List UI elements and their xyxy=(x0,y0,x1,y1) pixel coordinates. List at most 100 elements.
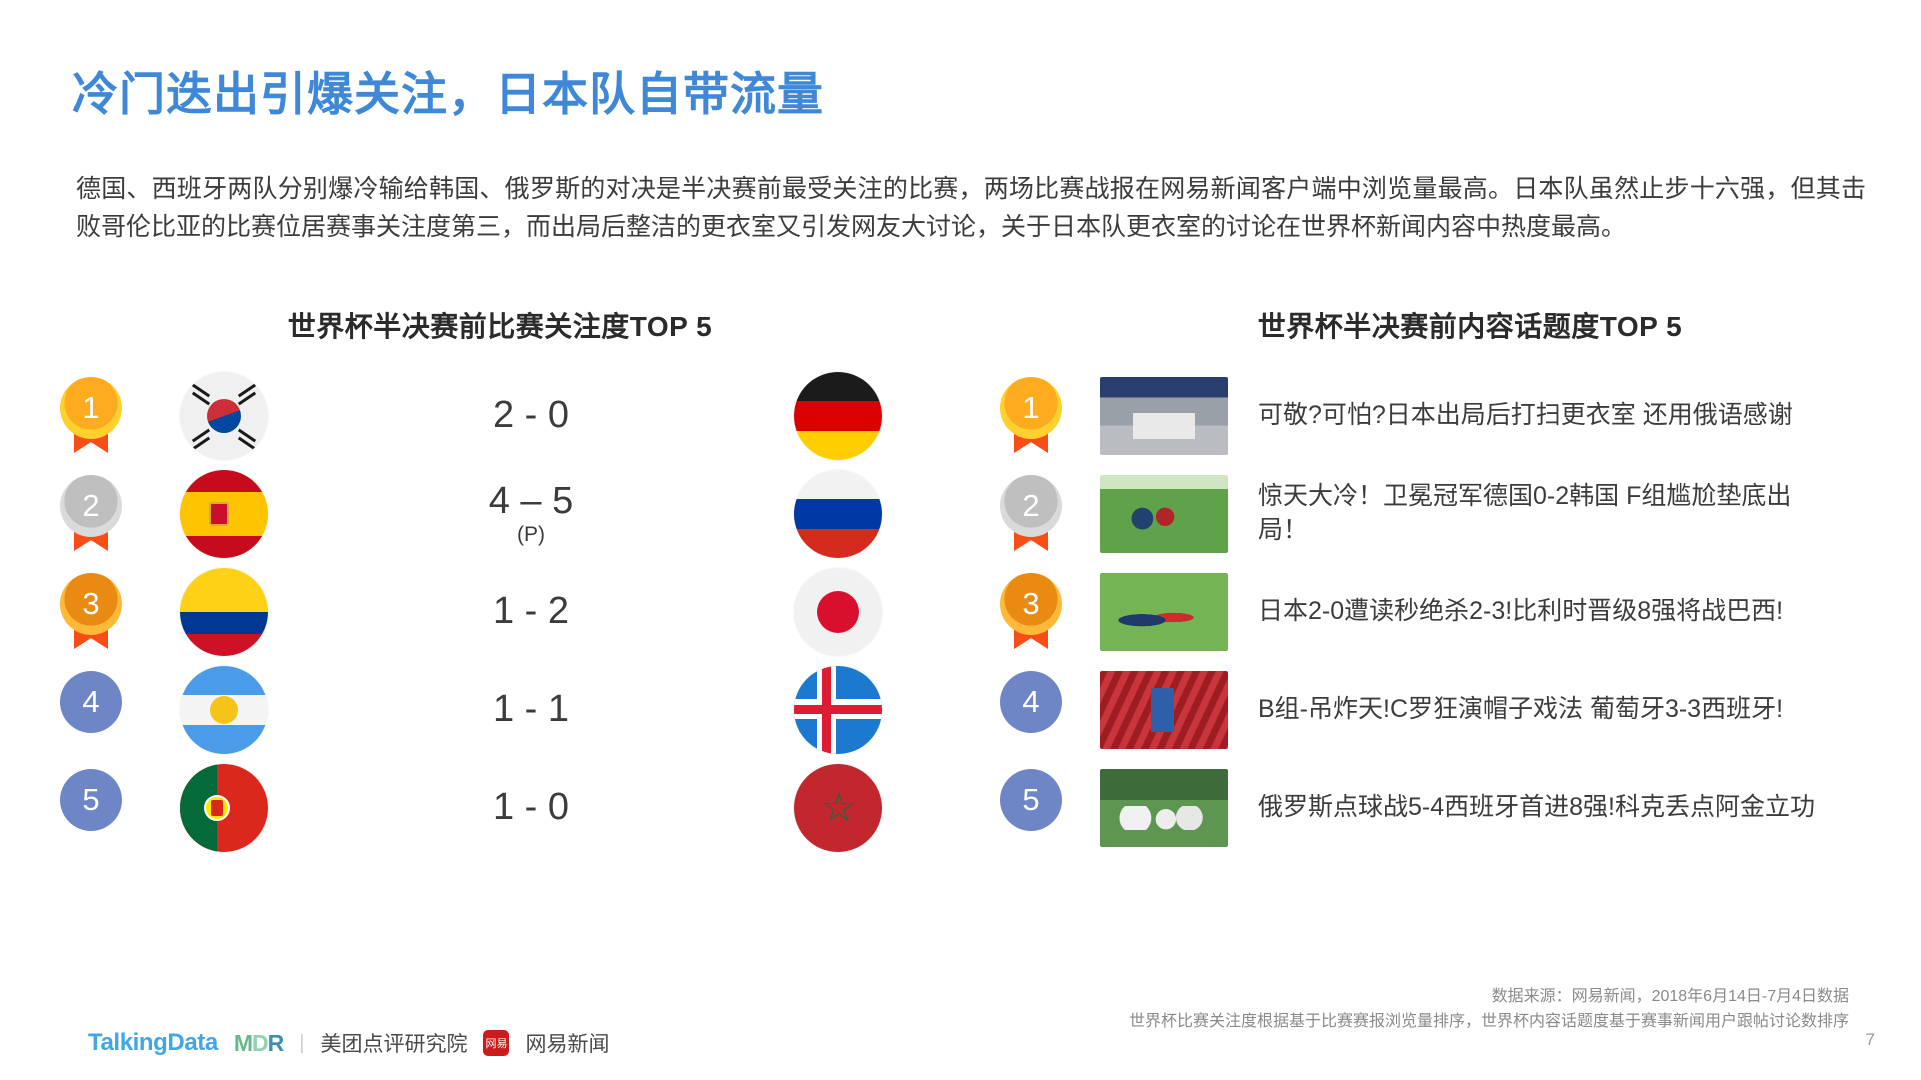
coat-of-arms-icon xyxy=(203,795,230,821)
flag-argentina-icon xyxy=(180,666,268,754)
score-value: 1 - 2 xyxy=(492,590,570,633)
locker-room-photo[interactable] xyxy=(1100,377,1228,455)
rank-badge-4: 4 xyxy=(60,671,122,749)
right-column-heading: 世界杯半决赛前内容话题度TOP 5 xyxy=(1257,311,1683,342)
topic-heat-column: 世界杯半决赛前内容话题度TOP 5 1 可敬?可怕?日本出局后打扫更衣室 还用俄… xyxy=(1000,305,1880,857)
rank-badge-3: 3 xyxy=(60,573,122,651)
list-item[interactable]: 1 可敬?可怕?日本出局后打扫更衣室 还用俄语感谢 xyxy=(1000,367,1880,465)
topic-headline[interactable]: 惊天大冷！卫冕冠军德国0-2韩国 F组尴尬垫底出局！ xyxy=(1258,482,1792,544)
rank-number: 3 xyxy=(1000,573,1062,635)
match-score: 1 - 1 xyxy=(426,688,636,731)
flag-korea-icon xyxy=(180,372,268,460)
topic-headline[interactable]: 日本2-0遭读秒绝杀2-3!比利时晋级8强将战巴西! xyxy=(1258,597,1784,626)
flag-colombia-icon xyxy=(180,568,268,656)
flag-band xyxy=(794,499,882,529)
logo-bar: TalkingData MDR | 美团点评研究院 网易 网易新闻 xyxy=(88,1028,609,1058)
source-note: 数据来源：网易新闻，2018年6月14日-7月4日数据 世界杯比赛关注度根据基于… xyxy=(1129,985,1849,1035)
topic-headline[interactable]: B组-吊炸天!C罗狂演帽子戏法 葡萄牙3-3西班牙! xyxy=(1258,695,1784,724)
taegeuk-icon xyxy=(207,399,241,433)
match-score: 4 – 5 (P) xyxy=(426,480,636,546)
talkingdata-logo: TalkingData xyxy=(88,1029,218,1056)
flag-band xyxy=(180,568,268,612)
score-value: 1 - 1 xyxy=(492,688,570,731)
netease-mark-icon: 网易 xyxy=(483,1030,510,1056)
flag-band xyxy=(180,612,268,634)
rank-number: 1 xyxy=(1000,377,1062,439)
topic-headline[interactable]: 俄罗斯点球战5-4西班牙首进8强!科克丢点阿金立功 xyxy=(1258,793,1815,822)
flag-band xyxy=(180,536,268,558)
celebration-photo[interactable] xyxy=(1100,769,1228,847)
left-column-heading: 世界杯半决赛前比赛关注度TOP 5 xyxy=(287,311,713,342)
flag-band xyxy=(180,634,268,656)
rank-number: 1 xyxy=(60,377,122,439)
rank-badge-1: 1 xyxy=(60,377,122,455)
flag-japan-icon xyxy=(794,568,882,656)
rank-badge-4: 4 xyxy=(1000,671,1062,749)
table-row[interactable]: 3 1 - 2 xyxy=(60,563,940,661)
table-row[interactable]: 5 1 - 0 ☆ xyxy=(60,759,940,857)
flag-iceland-icon xyxy=(794,666,882,754)
match-score: 2 - 0 xyxy=(426,394,636,437)
rank-badge-1: 1 xyxy=(1000,377,1062,455)
source-line-2: 世界杯比赛关注度根据基于比赛赛报浏览量排序，世界杯内容话题度基于赛事新闻用户跟帖… xyxy=(1128,1012,1849,1030)
score-value: 2 - 0 xyxy=(492,394,570,437)
source-line-1: 数据来源：网易新闻，2018年6月14日-7月4日数据 xyxy=(1491,988,1849,1005)
flag-cross xyxy=(822,666,831,754)
flag-band xyxy=(180,724,268,754)
rank-badge-2: 2 xyxy=(1000,475,1062,553)
list-item[interactable]: 5 俄罗斯点球战5-4西班牙首进8强!科克丢点阿金立功 xyxy=(1000,759,1880,857)
mdr-logo-r: R xyxy=(267,1029,285,1056)
flag-band xyxy=(794,470,882,500)
logo-separator: | xyxy=(299,1031,305,1054)
rank-badge-2: 2 xyxy=(60,475,122,553)
lede-paragraph: 德国、西班牙两队分别爆冷输给韩国、俄罗斯的对决是半决赛前最受关注的比赛，两场比赛… xyxy=(76,175,1866,241)
score-value: 1 - 0 xyxy=(492,786,570,829)
rank-badge-5: 5 xyxy=(1000,769,1062,847)
page-title: 冷门迭出引爆关注，日本队自带流量 xyxy=(72,68,824,120)
table-row[interactable]: 4 1 - 1 xyxy=(60,661,940,759)
fans-crowd-photo[interactable] xyxy=(1100,671,1228,749)
mdr-logo-d: D xyxy=(252,1029,269,1056)
rank-number: 4 xyxy=(1000,671,1062,733)
list-item[interactable]: 2 惊天大冷！卫冕冠军德国0-2韩国 F组尴尬垫底出局！ xyxy=(1000,465,1880,563)
topic-headline[interactable]: 可敬?可怕?日本出局后打扫更衣室 还用俄语感谢 xyxy=(1258,401,1793,430)
flag-band xyxy=(794,372,882,402)
rank-badge-5: 5 xyxy=(60,769,122,847)
flag-portugal-icon xyxy=(180,764,268,852)
flag-band xyxy=(794,430,882,460)
pitch-tackle-photo[interactable] xyxy=(1100,573,1228,651)
pentagram-icon: ☆ xyxy=(821,786,857,830)
page-number: 7 xyxy=(1865,1030,1875,1049)
rank-number: 5 xyxy=(1000,769,1062,831)
sun-disc-icon xyxy=(817,591,859,633)
list-item[interactable]: 4 B组-吊炸天!C罗狂演帽子戏法 葡萄牙3-3西班牙! xyxy=(1000,661,1880,759)
netease-news-logo: 网易新闻 xyxy=(525,1033,610,1056)
table-row[interactable]: 1 2 - 0 xyxy=(60,367,940,465)
flag-spain-icon xyxy=(180,470,268,558)
sun-of-may-icon xyxy=(213,699,235,721)
rank-badge-3: 3 xyxy=(1000,573,1062,651)
flag-morocco-icon: ☆ xyxy=(794,764,882,852)
list-item[interactable]: 3 日本2-0遭读秒绝杀2-3!比利时晋级8强将战巴西! xyxy=(1000,563,1880,661)
score-note: (P) xyxy=(517,522,545,546)
rank-number: 4 xyxy=(60,671,122,733)
flag-band xyxy=(180,666,268,696)
rank-number: 3 xyxy=(60,573,122,635)
rank-number: 2 xyxy=(60,475,122,537)
table-row[interactable]: 2 4 – 5 (P) xyxy=(60,465,940,563)
meituan-research-logo: 美团点评研究院 xyxy=(320,1033,468,1056)
score-value: 4 – 5 xyxy=(488,480,574,523)
match-score: 1 - 2 xyxy=(426,590,636,633)
flag-cross xyxy=(794,704,882,714)
mdr-logo: MDR xyxy=(234,1029,285,1057)
flag-russia-icon xyxy=(794,470,882,558)
flag-band xyxy=(180,470,268,492)
goal-save-photo[interactable] xyxy=(1100,475,1228,553)
rank-number: 5 xyxy=(60,769,122,831)
coat-of-arms-icon xyxy=(208,502,229,526)
rank-number: 2 xyxy=(1000,475,1062,537)
match-score: 1 - 0 xyxy=(426,786,636,829)
match-attention-column: 世界杯半决赛前比赛关注度TOP 5 1 2 - 0 xyxy=(60,305,940,857)
flag-germany-icon xyxy=(794,372,882,460)
